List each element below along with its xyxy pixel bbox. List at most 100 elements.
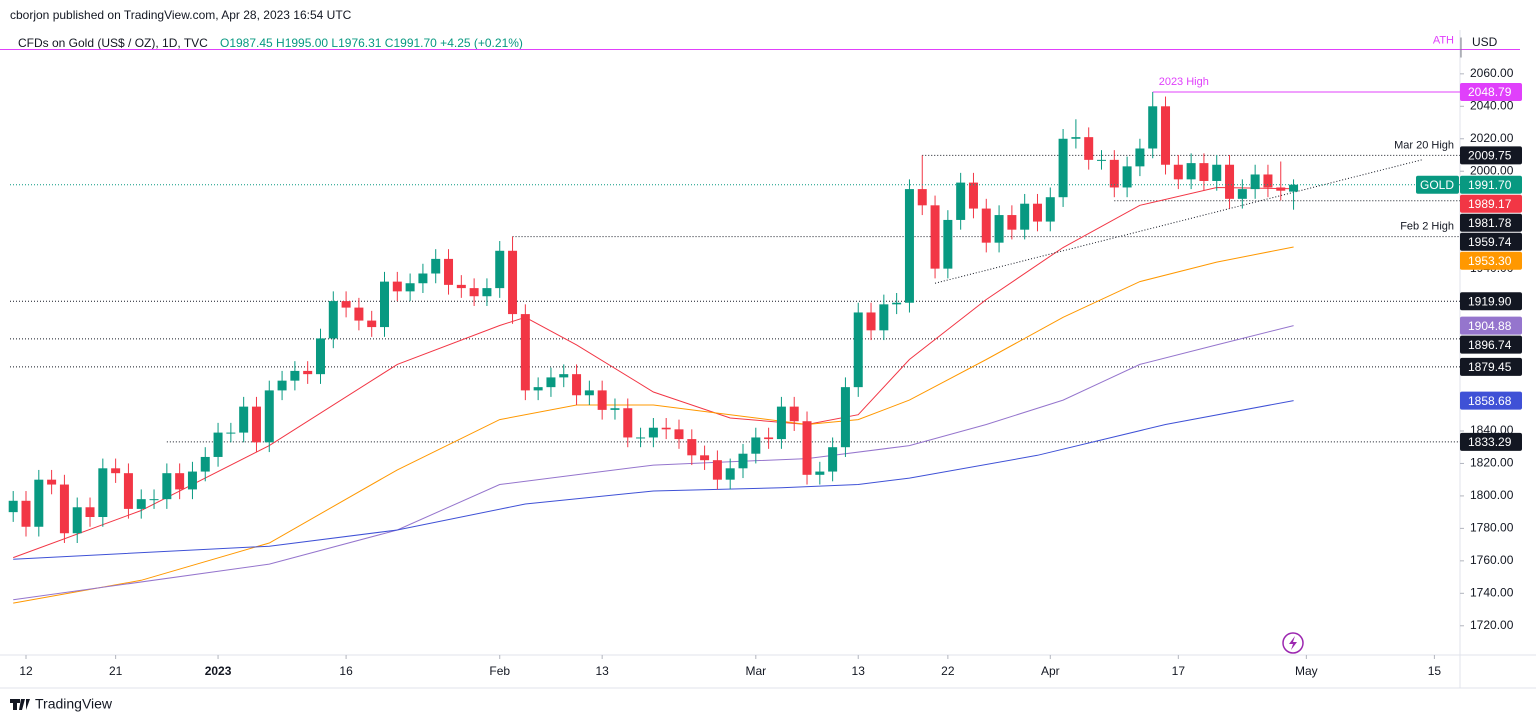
candle-body <box>636 437 646 439</box>
candle-body <box>994 215 1004 243</box>
candle-body <box>559 374 569 378</box>
candle-body <box>1186 163 1196 180</box>
candle-body <box>1250 174 1260 190</box>
price-box <box>1460 213 1522 232</box>
candle-body <box>892 302 902 305</box>
candle-body <box>597 390 607 410</box>
ohlc: O1987.45 H1995.00 L1976.31 C1991.70 +4.2… <box>220 36 523 50</box>
candle-body <box>1225 164 1235 199</box>
y-tick-label: 2060.00 <box>1470 66 1514 80</box>
x-tick-label: 16 <box>339 664 353 678</box>
candle-body <box>1058 138 1068 198</box>
candle-body <box>623 408 633 438</box>
candle-body <box>85 507 95 518</box>
price-box-label: 1919.90 <box>1468 294 1512 308</box>
candle-body <box>1212 164 1222 181</box>
candle-body <box>943 219 953 269</box>
candle-body <box>1045 197 1055 222</box>
candle-body <box>315 338 325 375</box>
candle-body <box>674 429 684 440</box>
candle-body <box>520 314 530 391</box>
candle-body <box>1148 106 1158 149</box>
candle-body <box>251 406 261 443</box>
candle-body <box>469 288 479 297</box>
candle-body <box>123 473 133 509</box>
candle-body <box>751 437 761 454</box>
moving-average <box>13 400 1294 560</box>
candle-body <box>1289 184 1299 192</box>
candle-body <box>533 387 543 391</box>
candle-body <box>418 273 428 284</box>
level-note: 2023 High <box>1159 76 1209 88</box>
candle-body <box>239 406 249 433</box>
candle-body <box>546 377 556 388</box>
y-tick-label: 1720.00 <box>1470 618 1514 632</box>
candle-body <box>162 473 172 500</box>
price-box-label: 1991.70 <box>1468 178 1512 192</box>
candle-body <box>764 437 774 440</box>
candle-body <box>111 468 121 474</box>
x-tick-label: 17 <box>1172 664 1186 678</box>
logo[interactable]: TradingView <box>10 696 113 712</box>
candle-body <box>47 479 57 485</box>
candle-body <box>21 500 31 527</box>
candle-body <box>34 479 44 527</box>
candle-body <box>392 281 402 292</box>
candle-body <box>661 427 671 430</box>
candle-body <box>879 304 889 331</box>
candle-body <box>405 283 415 292</box>
candle-body <box>354 307 364 321</box>
candle-body <box>1007 215 1017 230</box>
moving-average <box>13 186 1294 559</box>
price-box-label: 1833.29 <box>1468 435 1512 449</box>
footer-brand[interactable]: TradingView <box>35 696 113 712</box>
candle-body <box>444 258 454 285</box>
candle-body <box>1161 106 1171 165</box>
candle-body <box>456 284 466 289</box>
lightning-icon[interactable] <box>1282 632 1304 654</box>
level-note: Feb 2 High <box>1400 220 1454 232</box>
price-box-label: 2009.75 <box>1468 149 1512 163</box>
y-tick-label: 2040.00 <box>1470 98 1514 112</box>
price-box-label: 1953.30 <box>1468 254 1512 268</box>
candle-body <box>572 374 582 396</box>
candle-body <box>98 468 108 518</box>
price-box-label: 1959.74 <box>1468 235 1512 249</box>
candle-body <box>226 432 236 434</box>
price-box <box>1460 175 1522 194</box>
candle-body <box>1173 164 1183 180</box>
price-box <box>1460 251 1522 270</box>
price-box-label: 2048.79 <box>1468 85 1512 99</box>
header: cborjon published on TradingView.com, Ap… <box>10 8 352 22</box>
y-tick-label: 2020.00 <box>1470 131 1514 145</box>
currency: USD <box>1472 35 1498 49</box>
candle-body <box>482 288 492 297</box>
candle-body <box>1084 137 1094 160</box>
candle-body <box>981 208 991 243</box>
candle-body <box>277 380 287 391</box>
candle-body <box>648 427 658 438</box>
price-box <box>1460 146 1522 165</box>
candle-body <box>136 499 146 509</box>
candle-body <box>968 182 978 209</box>
candle-body <box>508 250 518 315</box>
candle-body <box>904 189 914 303</box>
candle-body <box>1199 163 1209 181</box>
price-box-label: 1896.74 <box>1468 338 1512 352</box>
x-tick-label: 15 <box>1428 664 1442 678</box>
candle-body <box>149 499 159 501</box>
candle-body <box>1109 159 1119 188</box>
candle-body <box>956 182 966 220</box>
candle-body <box>866 312 876 331</box>
x-tick-label: Mar <box>745 664 766 678</box>
candle-body <box>1135 148 1145 167</box>
candle-body <box>264 390 274 443</box>
candle-body <box>700 455 710 461</box>
candle-body <box>930 205 940 269</box>
candle-body <box>776 406 786 440</box>
candle-body <box>1122 166 1132 188</box>
price-box <box>1460 391 1522 410</box>
candle-body <box>213 432 223 457</box>
candle-body <box>187 471 197 490</box>
